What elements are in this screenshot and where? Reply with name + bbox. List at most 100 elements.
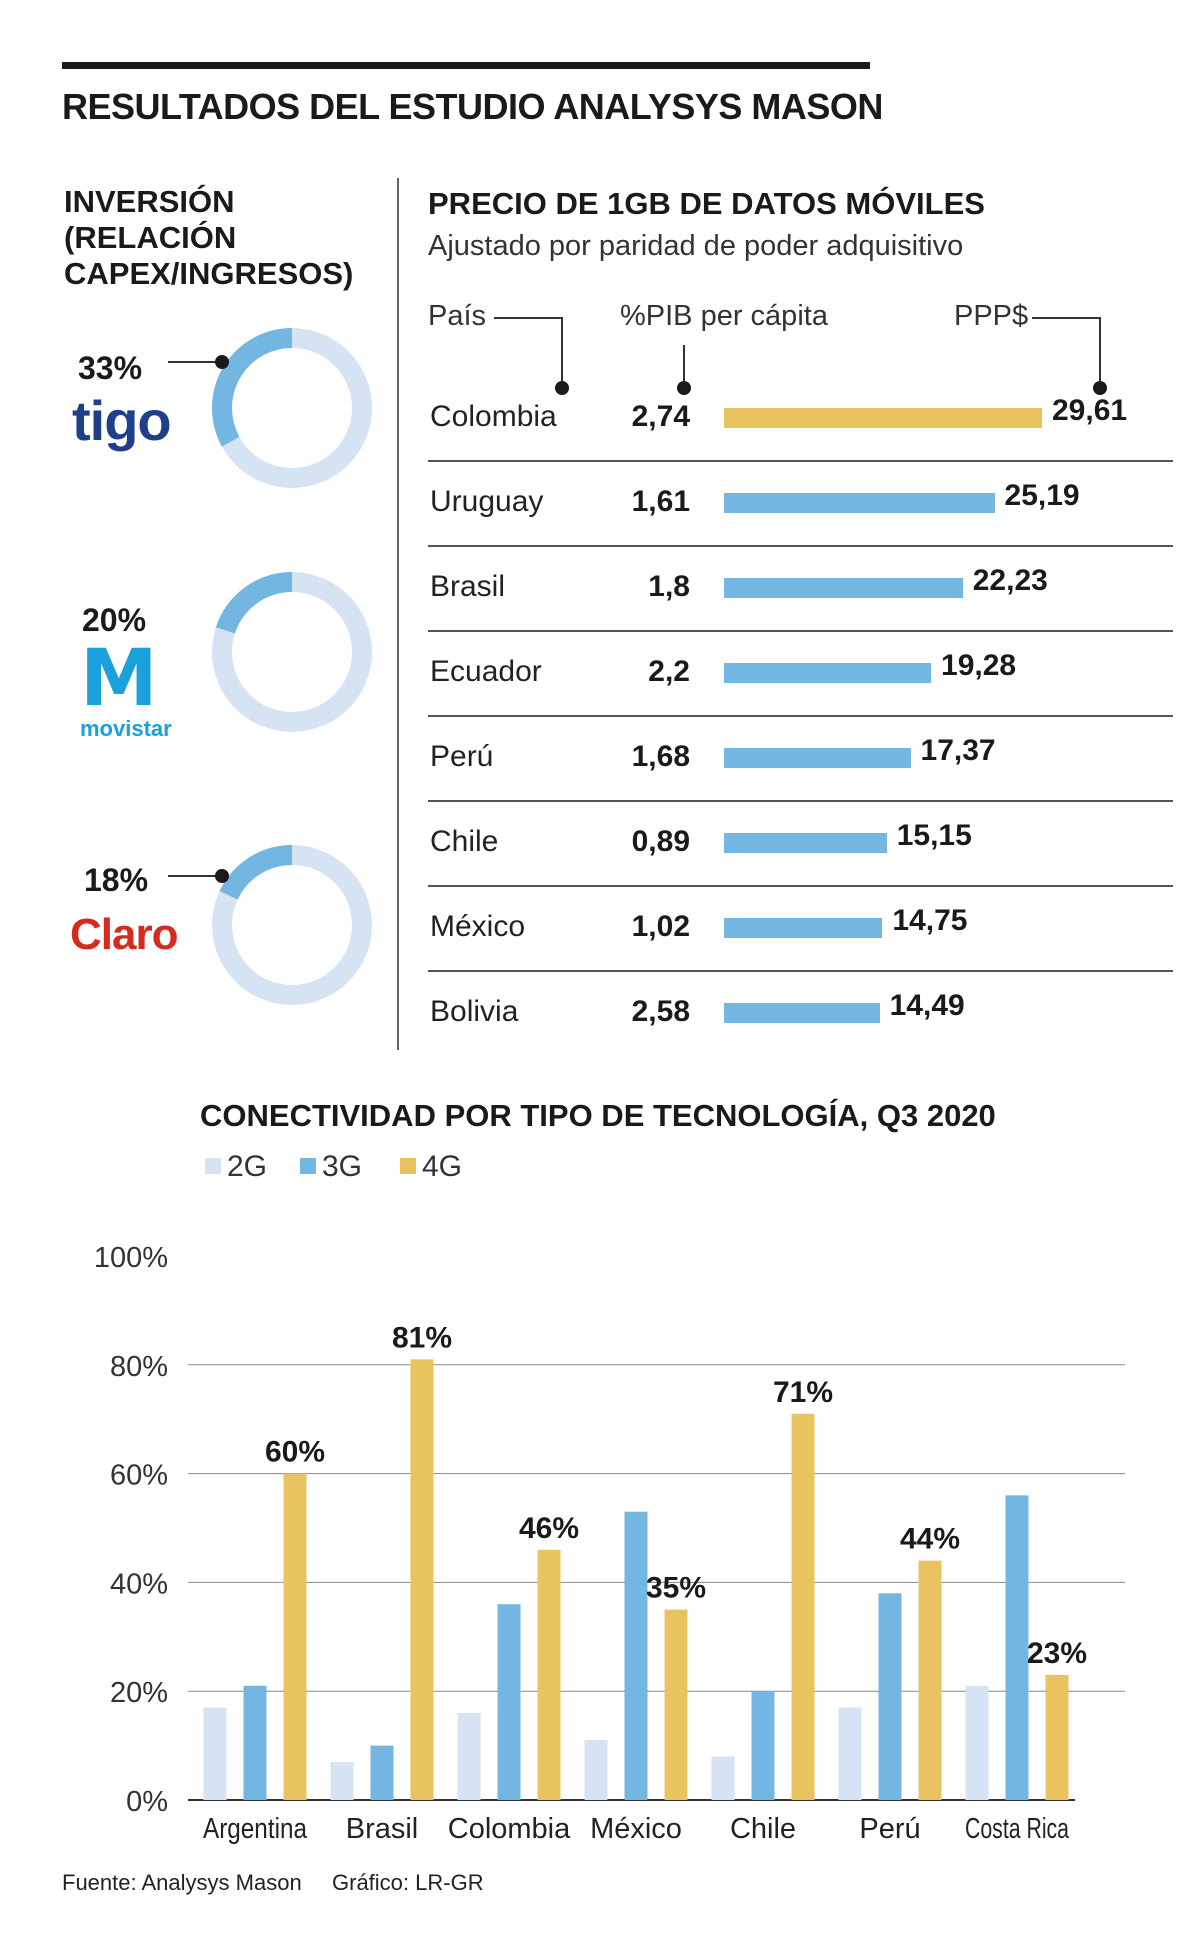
- price-row-gdp: 1,68: [631, 740, 690, 773]
- legend-2g: 2G: [205, 1150, 267, 1184]
- bar-value-label: 60%: [265, 1436, 325, 1469]
- price-row-country: Bolivia: [430, 995, 519, 1028]
- price-row-gdp: 1,02: [631, 910, 690, 943]
- donut-charts: [168, 328, 372, 1005]
- page-title: RESULTADOS DEL ESTUDIO ANALYSYS MASON: [62, 86, 883, 127]
- bar-value-label: 46%: [519, 1512, 579, 1545]
- footer-credit: Gráfico: LR-GR: [332, 1870, 484, 1895]
- y-tick-label: 0%: [126, 1786, 168, 1818]
- price-row-gdp: 1,61: [631, 485, 690, 518]
- legend-2g-swatch: [205, 1158, 221, 1174]
- tigo-pct: 33%: [78, 350, 143, 386]
- bar-4g: [283, 1473, 307, 1800]
- movistar-logo: movistar: [80, 716, 172, 741]
- movistar-pct: 20%: [82, 602, 147, 638]
- price-row-country: México: [430, 910, 526, 943]
- price-row-bar: [724, 663, 932, 683]
- bar-3g: [1005, 1495, 1029, 1800]
- price-row-bar: [724, 833, 887, 853]
- price-title: PRECIO DE 1GB DE DATOS MÓVILES: [428, 186, 985, 221]
- price-subtitle: Ajustado por paridad de poder adquisitiv…: [428, 230, 964, 262]
- investment-title: INVERSIÓN (RELACIÓN CAPEX/INGRESOS): [64, 184, 384, 292]
- investment-title-line: (RELACIÓN: [64, 220, 237, 255]
- bar-4g: [664, 1609, 688, 1800]
- price-row-value: 22,23: [972, 564, 1048, 597]
- claro-logo: Claro: [70, 910, 178, 959]
- x-tick-label: Costa Rica: [965, 1813, 1070, 1845]
- legend-2g-label: 2G: [227, 1150, 268, 1183]
- header-connectors: [494, 317, 1107, 395]
- price-row-divider: [428, 885, 1173, 887]
- price-row-bar: [724, 578, 963, 598]
- header-country: País: [428, 300, 487, 332]
- bar-2g: [203, 1707, 227, 1800]
- x-tick-label: México: [590, 1813, 682, 1845]
- donut-segment: [215, 572, 293, 634]
- price-row-value: 29,61: [1052, 394, 1128, 427]
- top-rule: [62, 62, 870, 69]
- price-row-country: Chile: [430, 825, 499, 858]
- x-tick-label: Chile: [730, 1813, 796, 1845]
- country-connector-dot: [555, 381, 569, 395]
- legend-4g-swatch: [400, 1158, 416, 1174]
- bar-2g: [965, 1685, 989, 1800]
- movistar-m-logo-icon: M: [80, 634, 158, 724]
- bar-2g: [584, 1740, 608, 1800]
- price-row-divider: [428, 715, 1173, 717]
- price-row-divider: [428, 460, 1173, 462]
- x-tick-label: Brasil: [346, 1813, 419, 1845]
- legend-3g-label: 3G: [322, 1150, 363, 1183]
- price-row-bar: [724, 918, 883, 938]
- investment-title-line: INVERSIÓN: [64, 184, 235, 219]
- donut-segment: [219, 845, 293, 900]
- bar-4g: [1045, 1674, 1069, 1800]
- chart-title: CONECTIVIDAD POR TIPO DE TECNOLOGÍA, Q3 …: [200, 1098, 996, 1133]
- price-row-country: Ecuador: [430, 655, 542, 688]
- price-row-bar: [724, 493, 995, 513]
- bar-3g: [624, 1511, 648, 1800]
- bar-value-label: 81%: [392, 1321, 452, 1354]
- bar-3g: [878, 1593, 902, 1800]
- bar-4g: [791, 1413, 815, 1800]
- y-tick-label: 100%: [94, 1242, 168, 1274]
- price-row-bar: [724, 748, 911, 768]
- bar-2g: [457, 1712, 481, 1800]
- x-tick-label: Argentina: [203, 1813, 308, 1845]
- bar-3g: [243, 1685, 267, 1800]
- y-tick-label: 20%: [110, 1677, 168, 1709]
- vertical-divider: [397, 178, 399, 1050]
- footer-source: Fuente: Analysys Mason: [62, 1870, 302, 1895]
- price-row-gdp: 1,8: [648, 570, 690, 603]
- bar-4g: [918, 1560, 942, 1800]
- price-row-value: 17,37: [920, 734, 996, 767]
- legend-4g: 4G: [400, 1150, 462, 1184]
- x-tick-label: Colombia: [448, 1813, 571, 1845]
- price-row-value: 14,49: [889, 989, 965, 1022]
- price-row-divider: [428, 630, 1173, 632]
- price-row-gdp: 2,74: [631, 400, 690, 433]
- header-ppp: PPP$: [954, 300, 1029, 332]
- price-row-country: Colombia: [430, 400, 557, 433]
- x-tick-label: Perú: [859, 1813, 920, 1845]
- ppp-connector: [1032, 317, 1101, 388]
- bar-3g: [497, 1604, 521, 1800]
- price-row-divider: [428, 545, 1173, 547]
- ppp-connector-dot: [1093, 381, 1107, 395]
- bar-3g: [751, 1691, 775, 1800]
- claro-pct: 18%: [84, 862, 149, 898]
- price-row-value: 19,28: [941, 649, 1017, 682]
- price-row-gdp: 0,89: [631, 825, 690, 858]
- legend-4g-label: 4G: [422, 1150, 463, 1183]
- y-tick-label: 40%: [110, 1568, 168, 1600]
- country-connector: [494, 317, 563, 388]
- bar-value-label: 44%: [900, 1523, 960, 1556]
- bar-3g: [370, 1745, 394, 1800]
- price-row-divider: [428, 970, 1173, 972]
- price-row-country: Perú: [430, 740, 494, 773]
- bar-4g: [410, 1359, 434, 1800]
- price-row-value: 15,15: [896, 819, 972, 852]
- price-row-country: Brasil: [430, 570, 506, 603]
- gdp-connector-dot: [677, 381, 691, 395]
- price-row-gdp: 2,58: [631, 995, 690, 1028]
- price-row-value: 14,75: [892, 904, 968, 937]
